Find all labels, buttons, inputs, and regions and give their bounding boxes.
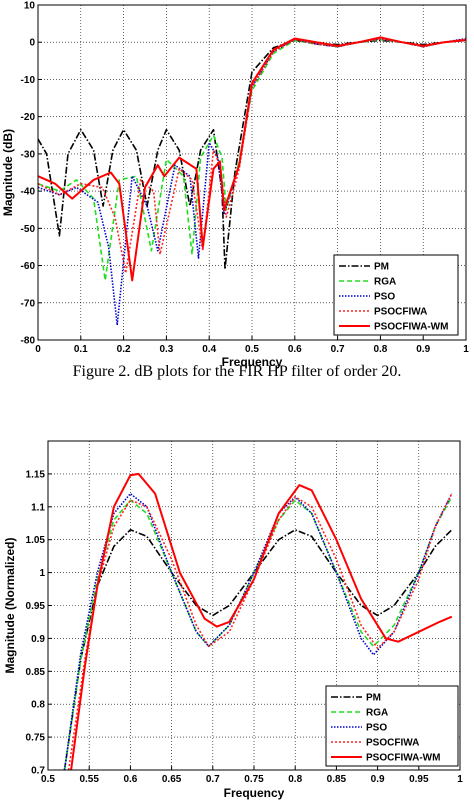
x-tick-label: 0.85	[327, 774, 347, 785]
y-tick-label: 0	[29, 38, 35, 49]
legend-label: PSOCFIWA-WM	[366, 753, 440, 764]
y-tick-label: -80	[21, 336, 36, 347]
x-tick-label: 0.4	[202, 344, 216, 355]
normalized-magnitude-chart: 0.5 0.55 0.6 0.65 0.7 0.75 0.8 0.85 0.9 0.95 1 1.15…	[3, 440, 464, 800]
legend-box	[325, 685, 459, 767]
x-tick-label: 0.55	[79, 774, 99, 785]
y-tick-label: -10	[21, 75, 36, 86]
x-tick-label: 1	[463, 344, 469, 355]
x-tick-label: 0.9	[371, 774, 385, 785]
legend-label: RGA	[374, 277, 396, 288]
legend: PM RGA PSO PSOCFIWA PSOCFIWA-WM	[325, 685, 459, 767]
y-tick-label: 1.15	[26, 469, 46, 480]
series-group	[38, 36, 466, 326]
legend-label: PM	[374, 262, 389, 273]
figure-caption: Figure 2. dB plots for the FIR HP filter…	[73, 363, 402, 380]
x-tick-label: 0.8	[373, 344, 387, 355]
y-axis-label: Magnitude (dB)	[1, 129, 15, 216]
legend-label: PSOCFIWA	[374, 307, 427, 318]
series-line-pso	[63, 492, 453, 770]
y-tick-label: 0.75	[26, 733, 46, 744]
series-line-pm	[38, 39, 466, 271]
y-tick-label: -40	[21, 187, 36, 198]
y-axis-label: Magnitude (Normalized)	[3, 537, 17, 673]
y-tick-label: -20	[21, 112, 36, 123]
series-line-psocfiwa-wm	[70, 472, 453, 770]
y-tick-label: 0.85	[26, 667, 46, 678]
x-tick-label: 0.5	[245, 344, 259, 355]
tick-group: 0 0.1 0.2 0.3 0.4 0.5 0.6 0.7 0.8 0.9 1 10 0 -10 -20 -3…	[21, 1, 470, 356]
x-tick-label: 0.1	[74, 344, 88, 355]
series-line-psocfiwa-wm	[38, 36, 466, 282]
tick-group: 0.5 0.55 0.6 0.65 0.7 0.75 0.8 0.85 0.9 0.95 1 1.15…	[26, 469, 464, 785]
x-tick-label: 0.65	[162, 774, 182, 785]
legend-label: RGA	[366, 708, 388, 719]
y-tick-label: -50	[21, 224, 36, 235]
legend-label: PSO	[374, 292, 395, 303]
x-tick-label: 0.95	[409, 774, 429, 785]
y-tick-label: -30	[21, 149, 36, 160]
legend-label: PSOCFIWA	[366, 738, 419, 749]
x-tick-label: 0.6	[123, 774, 137, 785]
y-tick-label: -60	[21, 261, 36, 272]
x-tick-label: 0.9	[416, 344, 430, 355]
y-tick-label: 0.7	[31, 766, 45, 777]
y-tick-label: 1	[39, 568, 45, 579]
x-tick-label: 0.7	[206, 774, 220, 785]
series-line-rga	[38, 38, 466, 282]
y-tick-label: 1.1	[31, 502, 45, 513]
y-tick-label: 1.05	[26, 535, 46, 546]
series-line-pm	[63, 529, 453, 770]
x-tick-label: 0.3	[159, 344, 173, 355]
x-tick-label: 0.2	[117, 344, 131, 355]
grid-lines	[48, 441, 460, 770]
y-tick-label: -70	[21, 298, 36, 309]
x-axis-label: Frequency	[222, 355, 283, 369]
x-tick-label: 0.75	[244, 774, 264, 785]
x-tick-label: 0.6	[288, 344, 302, 355]
x-tick-label: 0	[35, 344, 41, 355]
y-tick-label: 10	[24, 1, 36, 12]
legend-box	[333, 254, 459, 336]
db-magnitude-chart: 0 0.1 0.2 0.3 0.4 0.5 0.6 0.7 0.8 0.9 1 10 0 -10 -20 -3…	[1, 1, 469, 370]
series-line-psocfiwa	[38, 38, 466, 274]
y-tick-label: 0.8	[31, 700, 45, 711]
legend-label: PM	[366, 693, 381, 704]
series-group	[63, 472, 453, 770]
x-tick-label: 0.5	[41, 774, 55, 785]
legend: PM RGA PSO PSOCFIWA PSOCFIWA-WM	[333, 254, 459, 336]
y-tick-label: 0.9	[31, 634, 45, 645]
x-tick-label: 1	[457, 774, 463, 785]
legend-label: PSO	[366, 723, 387, 734]
x-axis-label: Frequency	[224, 786, 285, 800]
x-tick-label: 0.8	[288, 774, 302, 785]
x-tick-label: 0.7	[331, 344, 345, 355]
legend-label: PSOCFIWA-WM	[374, 322, 448, 333]
y-tick-label: 0.95	[26, 601, 46, 612]
